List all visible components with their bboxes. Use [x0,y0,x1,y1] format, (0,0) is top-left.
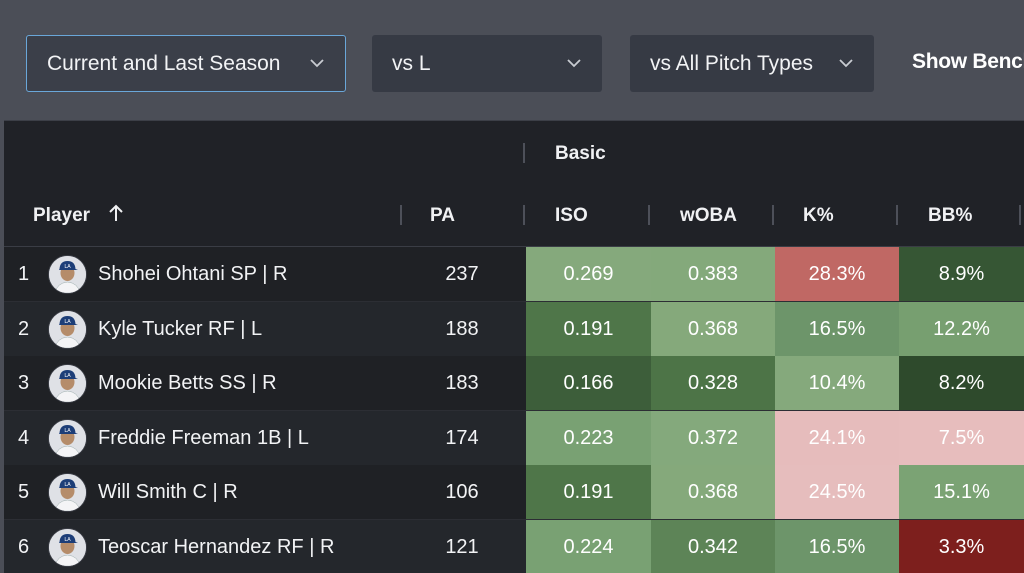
k-cell: 24.1% [775,411,899,465]
row-rank: 3 [18,356,29,410]
column-divider [896,205,898,225]
split-dropdown-value: vs L [392,52,431,76]
player-name[interactable]: Shohei Ohtani SP | R [98,247,287,301]
column-header-pa[interactable]: PA [430,205,455,227]
column-header-woba[interactable]: wOBA [680,205,737,227]
column-header-player[interactable]: Player [33,205,90,227]
column-header-k-pct[interactable]: K% [803,205,834,227]
woba-cell: 0.372 [651,411,775,465]
k-cell: 24.5% [775,465,899,519]
iso-cell: 0.166 [526,356,651,410]
bb-cell: 8.2% [899,356,1024,410]
filter-toolbar: Current and Last Season vs L vs All Pitc… [0,0,1024,120]
player-name[interactable]: Kyle Tucker RF | L [98,302,262,356]
chevron-down-icon [566,56,582,72]
k-cell: 16.5% [775,302,899,356]
show-bench-toggle[interactable]: Show Bench [912,50,1024,74]
player-name[interactable]: Mookie Betts SS | R [98,356,277,410]
column-divider [523,205,525,225]
iso-cell: 0.224 [526,520,651,573]
woba-cell: 0.368 [651,302,775,356]
player-avatar: LA [48,255,87,294]
chevron-down-icon [838,56,854,72]
column-divider [400,205,402,225]
player-avatar: LA [48,528,87,567]
svg-text:LA: LA [64,264,71,270]
iso-cell: 0.191 [526,302,651,356]
pitch-type-dropdown-value: vs All Pitch Types [650,52,813,76]
column-divider [648,205,650,225]
column-group-header-row: Basic [4,121,1024,185]
svg-text:LA: LA [64,482,71,488]
pa-cell: 237 [400,247,524,301]
row-rank: 1 [18,247,29,301]
bb-cell: 7.5% [899,411,1024,465]
player-avatar: LA [48,473,87,512]
player-name[interactable]: Teoscar Hernandez RF | R [98,520,334,573]
iso-cell: 0.191 [526,465,651,519]
column-divider [523,143,525,163]
player-avatar: LA [48,364,87,403]
group-header-basic: Basic [555,143,606,165]
pa-cell: 106 [400,465,524,519]
woba-cell: 0.383 [651,247,775,301]
row-rank: 4 [18,411,29,465]
season-dropdown-value: Current and Last Season [47,52,280,76]
pa-cell: 183 [400,356,524,410]
pa-cell: 188 [400,302,524,356]
k-cell: 28.3% [775,247,899,301]
woba-cell: 0.368 [651,465,775,519]
bb-cell: 8.9% [899,247,1024,301]
svg-text:LA: LA [64,373,71,379]
player-stats-table: Basic Player PA ISO wOBA K% BB% 1 LA Shohe… [4,120,1024,573]
row-rank: 6 [18,520,29,573]
player-name[interactable]: Will Smith C | R [98,465,238,519]
pa-cell: 174 [400,411,524,465]
column-divider [1019,205,1021,225]
iso-cell: 0.269 [526,247,651,301]
pa-cell: 121 [400,520,524,573]
column-header-row: Player PA ISO wOBA K% BB% [4,184,1024,247]
player-avatar: LA [48,310,87,349]
player-name[interactable]: Freddie Freeman 1B | L [98,411,309,465]
player-avatar: LA [48,419,87,458]
column-header-bb-pct[interactable]: BB% [928,205,972,227]
row-rank: 2 [18,302,29,356]
k-cell: 10.4% [775,356,899,410]
column-divider [772,205,774,225]
chevron-down-icon [309,56,325,72]
bb-cell: 3.3% [899,520,1024,573]
row-rank: 5 [18,465,29,519]
woba-cell: 0.328 [651,356,775,410]
svg-text:LA: LA [64,319,71,325]
iso-cell: 0.223 [526,411,651,465]
svg-text:LA: LA [64,428,71,434]
bb-cell: 15.1% [899,465,1024,519]
arrow-up-icon[interactable] [108,203,124,228]
pitch-type-dropdown[interactable]: vs All Pitch Types [630,35,874,92]
k-cell: 16.5% [775,520,899,573]
svg-text:LA: LA [64,537,71,543]
column-header-iso[interactable]: ISO [555,205,588,227]
bb-cell: 12.2% [899,302,1024,356]
woba-cell: 0.342 [651,520,775,573]
season-dropdown[interactable]: Current and Last Season [26,35,346,92]
split-dropdown[interactable]: vs L [372,35,602,92]
